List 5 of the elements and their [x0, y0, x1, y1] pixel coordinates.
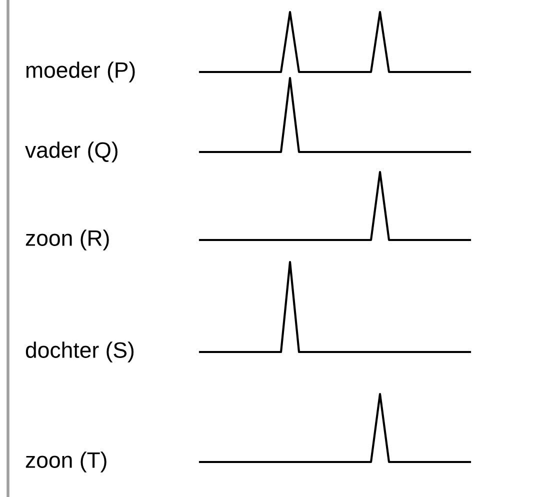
y-axis-title: moeder (P): [26, 62, 135, 82]
y-axis-title: zoon (T): [26, 452, 106, 472]
y-axis-title: zoon (R): [26, 230, 109, 250]
y-axis-title: vader (Q): [25, 142, 118, 162]
y-axis-title: dochter (S): [26, 342, 134, 362]
